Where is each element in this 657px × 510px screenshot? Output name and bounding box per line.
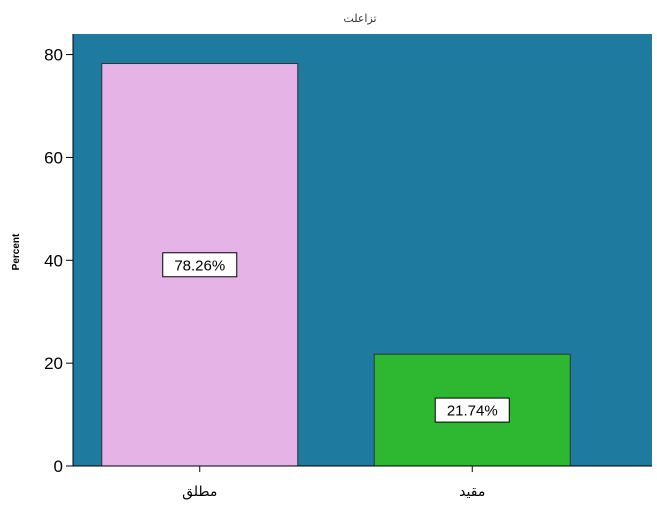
y-axis: 0 20 40 60 80 xyxy=(44,34,74,476)
y-tick-label-40: 40 xyxy=(44,251,63,270)
x-tick-label-2: مقيد xyxy=(459,484,485,500)
y-tick-label-60: 60 xyxy=(44,148,63,167)
bars-layer: 78.26% 21.74% xyxy=(101,63,571,467)
data-label-1: 78.26% xyxy=(174,257,225,274)
data-label-box-1 xyxy=(162,252,238,278)
x-tick-label-1: مطلق xyxy=(182,484,217,500)
y-tick-label-0: 0 xyxy=(54,457,63,476)
data-label-box-2 xyxy=(434,397,510,423)
chart-title: تزاعلت xyxy=(343,12,376,25)
x-axis: مطلق مقيد xyxy=(73,465,652,500)
y-tick-label-80: 80 xyxy=(44,46,63,65)
data-label-2: 21.74% xyxy=(447,403,498,420)
y-axis-title: Percent xyxy=(11,233,22,270)
y-tick-label-20: 20 xyxy=(44,354,63,373)
